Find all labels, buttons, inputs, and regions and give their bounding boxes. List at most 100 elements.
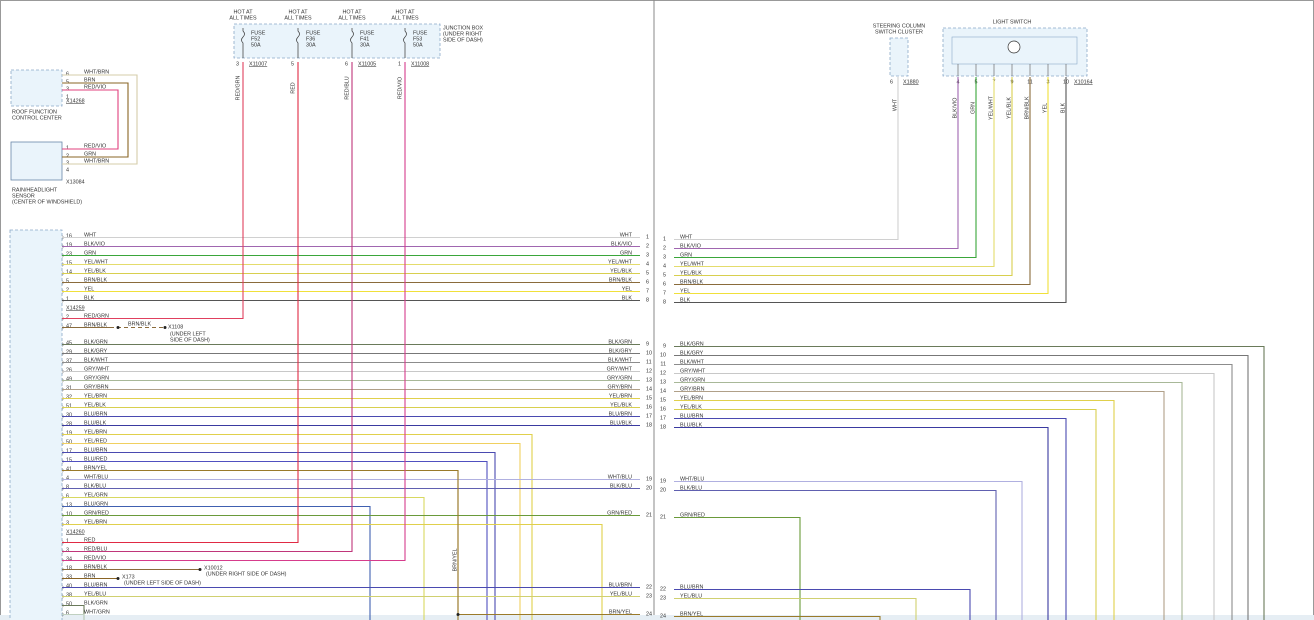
wire <box>62 613 85 620</box>
wire-label: RED <box>290 82 296 93</box>
pin-number: 47 <box>66 323 72 329</box>
pin-number: 20 <box>646 485 652 491</box>
wire-label: RED/BLU <box>344 76 350 99</box>
pin-number: 8 <box>663 299 666 305</box>
wire-label: BLK <box>622 295 633 301</box>
wire-label: YEL <box>622 286 632 292</box>
fuse-label: 50A <box>413 42 423 48</box>
wire-label: BLU/BRN <box>680 413 703 419</box>
wire-label: WHT <box>84 232 97 238</box>
wire-label: BLK/BLU <box>680 485 702 491</box>
pin-number: 26 <box>66 367 72 373</box>
wire <box>62 523 603 620</box>
pin-number: 3 <box>66 86 69 92</box>
module-label: SWITCH CLUSTER <box>875 29 923 35</box>
pin-number: 34 <box>66 556 72 562</box>
connector-id: X14268 <box>66 98 85 104</box>
pin-number: 8 <box>646 297 649 303</box>
note: (UNDER LEFT <box>170 331 206 337</box>
wire <box>674 77 959 250</box>
junction-label: SIDE OF DASH) <box>443 37 483 43</box>
wire-label: BLU/BRN <box>84 411 107 417</box>
fuse-label: F52 <box>251 36 260 42</box>
fuse-label: FUSE <box>360 30 375 36</box>
wire-label: YEL/BRN <box>84 429 107 435</box>
wire-label: YEL/BLK <box>84 268 106 274</box>
wire-label: YEL/WHT <box>608 259 633 265</box>
wire <box>674 516 801 620</box>
wire-label: RED/VIO <box>397 77 403 99</box>
junction-label: JUNCTION BOX <box>443 25 484 31</box>
pin-number: 14 <box>646 386 652 392</box>
pin-number: 24 <box>660 613 666 619</box>
pin-number: 19 <box>660 478 666 484</box>
wire-label: YEL/BLU <box>84 591 106 597</box>
fuse-symbol <box>296 28 300 58</box>
pin-number: 5 <box>66 79 69 85</box>
pin-number: 1 <box>646 234 649 240</box>
wire-label: YEL <box>84 286 94 292</box>
pin-number: 30 <box>66 412 72 418</box>
wire <box>62 89 119 150</box>
wire-label: BRN/YEL <box>680 611 703 617</box>
wire <box>62 62 353 553</box>
wire <box>674 77 1067 304</box>
wire-label: YEL/WHT <box>988 95 994 120</box>
wire-label: WHT <box>892 98 898 111</box>
main-connector-box <box>9 229 63 620</box>
pin-number: 5 <box>291 61 294 67</box>
wire-label: GRY/WHT <box>84 366 110 372</box>
rain-sensor-box <box>10 141 63 181</box>
pin-number: 19 <box>66 242 72 248</box>
wire-label: RED/VIO <box>84 143 106 149</box>
pin-number: 32 <box>66 394 72 400</box>
wire-label: RED/VIO <box>84 555 106 561</box>
pin-number: 3 <box>66 547 69 553</box>
wire-label: YEL/BLK <box>1006 97 1012 119</box>
wire-label: RED/BLU <box>84 546 107 552</box>
fuse-label: FUSE <box>413 30 428 36</box>
wire-label: BLK/WHT <box>84 357 109 363</box>
wire <box>62 433 533 620</box>
wire-label: GRY/GRN <box>680 377 705 383</box>
wire-label: BLK/BLU <box>610 483 632 489</box>
wire-label: BLK/WHT <box>680 359 705 365</box>
connector-id: X14260 <box>66 529 85 535</box>
fuse-symbol <box>241 28 245 58</box>
pin-number: 24 <box>646 611 652 617</box>
wire-label: BRN/YEL <box>609 609 632 615</box>
wire <box>674 489 997 620</box>
splice-dot <box>163 326 167 329</box>
wire <box>62 62 244 320</box>
wire <box>674 390 1165 620</box>
bottom-strip <box>0 615 1314 620</box>
pin-number: 15 <box>646 395 652 401</box>
hot-label: HOT AT <box>234 9 254 15</box>
pin-number: 6 <box>663 281 666 287</box>
module-label: ROOF FUNCTION <box>12 109 57 115</box>
pin-number: 18 <box>66 565 72 571</box>
wire-label: BRN/BLK <box>128 321 151 327</box>
wire-label: BLK <box>84 295 95 301</box>
pin-number: 15 <box>660 397 666 403</box>
hot-label: ALL TIMES <box>229 15 257 21</box>
pin-number: 12 <box>646 368 652 374</box>
module-label: LIGHT SWITCH <box>993 19 1032 25</box>
fuse-label: 50A <box>251 42 261 48</box>
wire-label: BLK/GRN <box>680 341 704 347</box>
wire-label: YEL/BLK <box>610 268 632 274</box>
note: SIDE OF DASH) <box>170 337 210 343</box>
wire <box>62 469 459 620</box>
wire-label: BLU/GRN <box>84 501 108 507</box>
pin-number: 15 <box>66 457 72 463</box>
pin-number: 49 <box>66 376 72 382</box>
pin-number: 33 <box>66 574 72 580</box>
switch-symbol <box>1007 40 1021 54</box>
junction-box <box>233 23 441 59</box>
splice-dot <box>456 613 460 616</box>
wire-label: BRN/BLK <box>84 564 107 570</box>
wire-label: YEL/BLU <box>680 593 702 599</box>
pin-number: 1 <box>66 538 69 544</box>
pin-number: 9 <box>663 343 666 349</box>
